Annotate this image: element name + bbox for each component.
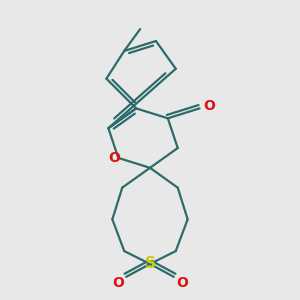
Text: O: O	[176, 276, 188, 290]
Text: O: O	[108, 151, 120, 165]
Text: S: S	[145, 256, 155, 272]
Text: O: O	[112, 276, 124, 290]
Text: O: O	[203, 99, 215, 113]
